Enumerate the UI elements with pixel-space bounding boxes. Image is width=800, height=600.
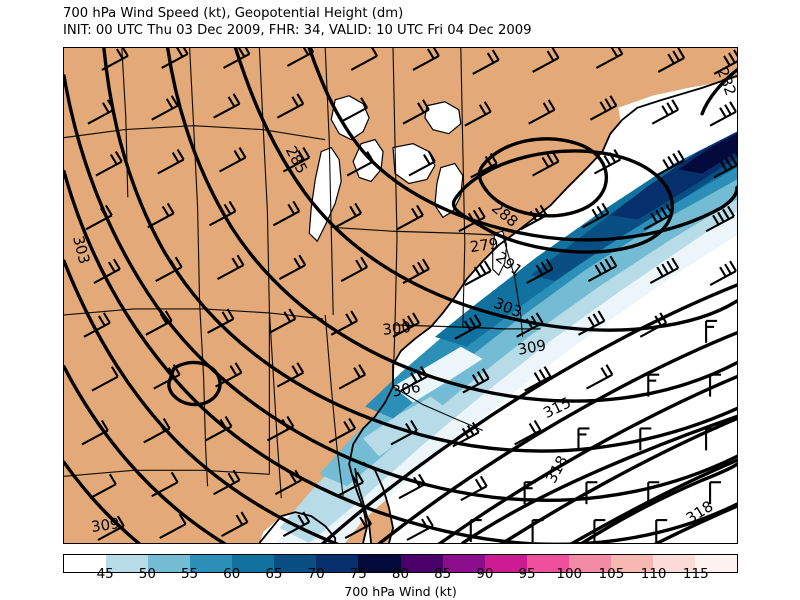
contour-318 bbox=[653, 504, 737, 543]
colorbar-segment-15 bbox=[694, 555, 737, 572]
geopotential-height-contours bbox=[64, 48, 737, 543]
colorbar-tick-65: 65 bbox=[265, 566, 283, 582]
colorbar-tick-50: 50 bbox=[138, 566, 156, 582]
colorbar-tick-115: 115 bbox=[682, 566, 709, 582]
map-plot-area[interactable]: 279 282 285 288 291 303 300 306 303 309 … bbox=[63, 47, 738, 544]
colorbar-tick-100: 100 bbox=[556, 566, 583, 582]
colorbar-tick-70: 70 bbox=[307, 566, 325, 582]
colorbar-segment-2 bbox=[148, 555, 191, 572]
contour-306 bbox=[64, 365, 227, 543]
contour-318c bbox=[580, 462, 737, 543]
contour-294 bbox=[102, 48, 737, 453]
windspeed-secondary-shading bbox=[363, 346, 483, 457]
colorbar-tick-55: 55 bbox=[180, 566, 199, 582]
colorbar-segment-4 bbox=[232, 555, 275, 572]
landmass-fill bbox=[64, 48, 737, 543]
contour-297 bbox=[64, 74, 737, 503]
colorbar-segment-3 bbox=[190, 555, 233, 572]
contour-279 bbox=[477, 137, 608, 218]
colorbar-tick-labels: 45 50 55 60 65 70 75 80 85 90 95 100 105 110 115 bbox=[63, 566, 738, 584]
colorbar-segment-0 bbox=[64, 555, 107, 572]
colorbar-segment-10 bbox=[484, 555, 527, 572]
contour-closed-ring bbox=[167, 360, 222, 407]
contour-306-ne bbox=[377, 331, 737, 543]
wind-band-75-80 bbox=[678, 133, 737, 174]
figure-subtitle: INIT: 00 UTC Thu 03 Dec 2009, FHR: 34, V… bbox=[63, 23, 532, 38]
contour-315 bbox=[569, 458, 737, 543]
colorbar-segment-7 bbox=[358, 555, 401, 572]
colorbar-segment-11 bbox=[526, 555, 569, 572]
contour-285 bbox=[307, 48, 737, 242]
contour-label-309-sw: 309 bbox=[90, 514, 121, 536]
contour-300 bbox=[64, 169, 737, 543]
colorbar-segment-8 bbox=[400, 555, 443, 572]
colorbar-tick-110: 110 bbox=[640, 566, 667, 582]
colorbar-tick-105: 105 bbox=[598, 566, 625, 582]
colorbar-segment-1 bbox=[106, 555, 149, 572]
colorbar[interactable] bbox=[63, 554, 738, 573]
colorbar-tick-80: 80 bbox=[391, 566, 410, 582]
colorbar-segment-13 bbox=[610, 555, 653, 572]
colorbar-tick-60: 60 bbox=[223, 566, 241, 582]
figure-title-block: 700 hPa Wind Speed (kt), Geopotential He… bbox=[63, 5, 763, 39]
colorbar-tick-90: 90 bbox=[476, 566, 494, 582]
page-title: 700 hPa Wind Speed (kt), Geopotential He… bbox=[63, 6, 404, 21]
colorbar-segment-14 bbox=[652, 555, 695, 572]
colorbar-segment-12 bbox=[568, 555, 611, 572]
colorbar-segment-6 bbox=[316, 555, 359, 572]
colorbar-segment-5 bbox=[274, 555, 317, 572]
contour-318b bbox=[461, 414, 737, 543]
contour-288 bbox=[233, 48, 737, 332]
colorbar-segment-9 bbox=[442, 555, 485, 572]
contour-291 bbox=[165, 48, 737, 403]
map-canvas: 279 282 285 288 291 303 300 306 303 309 … bbox=[64, 48, 737, 543]
colorbar-axis-label: 700 hPa Wind (kt) bbox=[344, 584, 457, 599]
colorbar-tick-95: 95 bbox=[518, 566, 536, 582]
contour-label-300: 300 bbox=[382, 318, 412, 339]
contour-309-ne bbox=[437, 374, 737, 543]
state-borders bbox=[64, 48, 541, 499]
contour-label-279: 279 bbox=[469, 234, 500, 256]
coastline bbox=[258, 75, 737, 543]
colorbar-tick-75: 75 bbox=[349, 566, 367, 582]
contour-label-309: 309 bbox=[516, 336, 547, 359]
colorbar-tick-45: 45 bbox=[96, 566, 114, 582]
colorbar-tick-85: 85 bbox=[434, 566, 452, 582]
contour-312 bbox=[499, 416, 737, 543]
contour-303-ne bbox=[320, 283, 737, 543]
